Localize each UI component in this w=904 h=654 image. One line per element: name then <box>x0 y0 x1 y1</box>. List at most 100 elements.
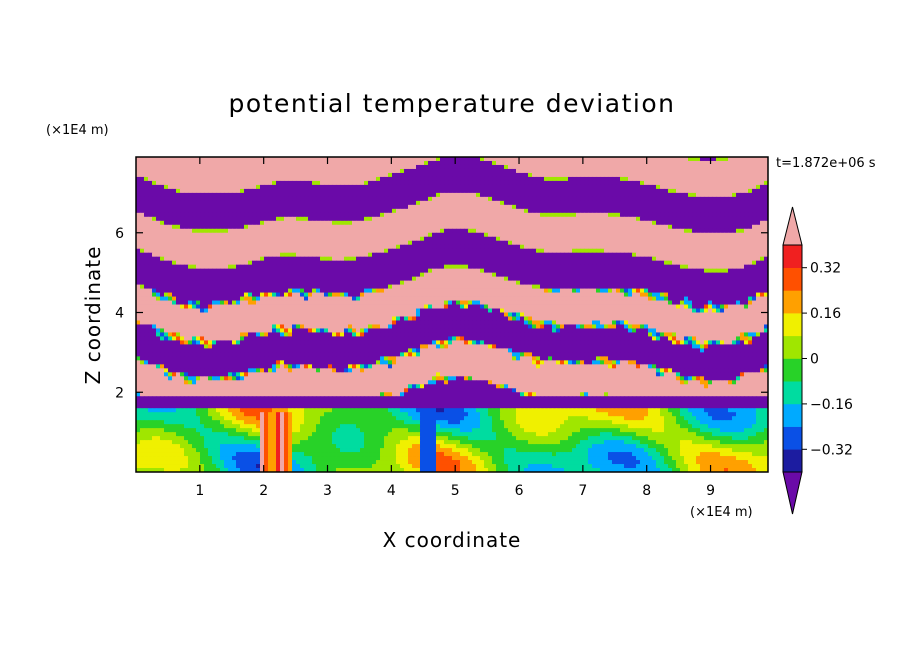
field-cell <box>656 228 661 234</box>
field-cell <box>576 157 581 162</box>
field-cell <box>656 180 661 186</box>
field-cell <box>500 272 505 278</box>
field-cell <box>600 200 605 206</box>
field-cell <box>476 260 481 266</box>
field-cell <box>296 276 301 282</box>
field-cell <box>312 160 317 166</box>
field-cell <box>548 256 553 262</box>
field-cell <box>348 157 353 162</box>
field-cell <box>628 212 633 218</box>
field-cell <box>264 252 269 258</box>
field-cell <box>688 208 693 214</box>
field-cell <box>656 157 661 162</box>
field-cell <box>760 216 765 222</box>
field-cell <box>624 264 629 270</box>
field-cell <box>564 228 569 234</box>
field-cell <box>652 236 657 242</box>
field-cell <box>556 272 561 278</box>
field-cell <box>320 204 325 210</box>
field-cell <box>228 216 233 222</box>
field-cell <box>728 172 733 178</box>
field-cell <box>452 164 457 170</box>
field-cell <box>404 236 409 242</box>
field-cell <box>496 188 501 194</box>
field-cell <box>752 164 757 170</box>
field-cell <box>472 184 477 190</box>
field-cell <box>568 232 573 238</box>
field-cell <box>568 244 573 250</box>
field-cell <box>700 228 705 234</box>
field-cell <box>432 276 437 282</box>
field-cell <box>368 184 373 190</box>
field-cell <box>712 176 717 182</box>
field-cell <box>656 168 661 174</box>
field-cell <box>320 172 325 178</box>
field-cell <box>168 260 173 266</box>
field-cell <box>664 196 669 202</box>
field-cell <box>148 196 153 202</box>
field-cell <box>456 212 461 218</box>
field-cell <box>376 236 381 242</box>
field-cell <box>552 204 557 210</box>
field-cell <box>152 268 157 274</box>
field-cell <box>564 248 569 254</box>
field-cell <box>680 184 685 190</box>
field-cell <box>504 256 509 262</box>
field-cell <box>700 164 705 170</box>
field-cell <box>356 160 361 166</box>
field-cell <box>228 236 233 242</box>
field-cell <box>240 196 245 202</box>
field-cell <box>648 164 653 170</box>
field-cell <box>580 180 585 186</box>
field-cell <box>524 184 529 190</box>
field-cell <box>364 260 369 266</box>
field-cell <box>752 200 757 206</box>
field-cell <box>244 248 249 254</box>
field-cell <box>760 212 765 218</box>
field-cell <box>252 244 257 250</box>
field-cell <box>656 184 661 190</box>
field-cell <box>508 172 513 178</box>
field-cell <box>424 220 429 226</box>
field-cell <box>228 192 233 198</box>
field-cell <box>752 180 757 186</box>
field-cell <box>716 228 721 234</box>
field-cell <box>240 160 245 166</box>
field-cell <box>720 260 725 266</box>
field-cell <box>380 212 385 218</box>
field-cell <box>156 168 161 174</box>
field-cell <box>428 272 433 278</box>
field-cell <box>704 180 709 186</box>
field-cell <box>740 164 745 170</box>
field-cell <box>756 160 761 166</box>
field-cell <box>724 252 729 258</box>
field-cell <box>260 196 265 202</box>
field-cell <box>280 260 285 266</box>
field-cell <box>540 180 545 186</box>
field-cell <box>204 204 209 210</box>
field-cell <box>424 204 429 210</box>
field-cell <box>336 248 341 254</box>
field-cell <box>500 264 505 270</box>
field-cell <box>140 157 145 162</box>
field-cell <box>516 220 521 226</box>
field-cell <box>412 176 417 182</box>
field-cell <box>140 200 145 206</box>
field-cell <box>684 212 689 218</box>
field-cell <box>676 232 681 238</box>
field-cell <box>384 260 389 266</box>
field-cell <box>276 244 281 250</box>
field-cell <box>300 216 305 222</box>
field-cell <box>256 164 261 170</box>
field-cell <box>664 160 669 166</box>
field-cell <box>644 204 649 210</box>
field-cell <box>140 176 145 182</box>
field-cell <box>300 224 305 230</box>
field-cell <box>164 160 169 166</box>
field-cell <box>200 264 205 270</box>
field-cell <box>280 180 285 186</box>
field-cell <box>356 176 361 182</box>
field-cell <box>676 196 681 202</box>
field-cell <box>452 232 457 238</box>
field-cell <box>404 220 409 226</box>
